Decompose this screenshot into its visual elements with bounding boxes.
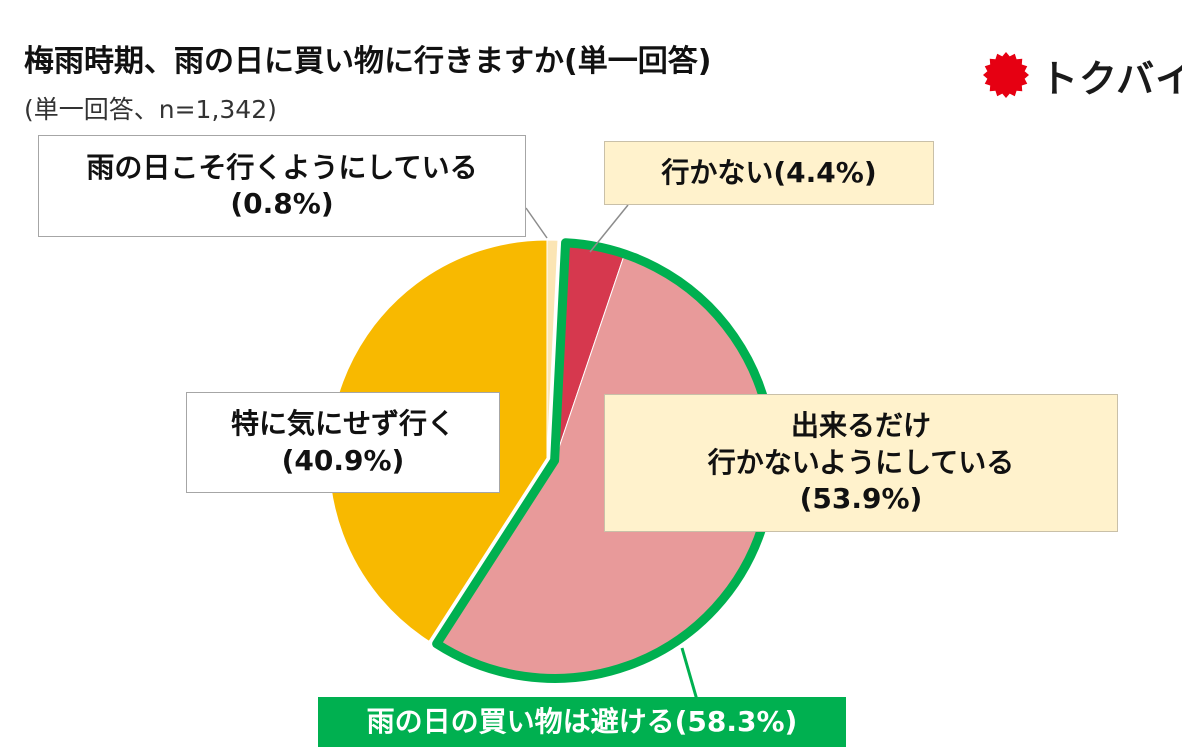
red-sun-badge-icon (983, 52, 1029, 98)
tokubai-logo: トクバイ (982, 50, 1182, 101)
chart-subtitle: (単一回答、n=1,342) (24, 95, 277, 124)
chart-title: 梅雨時期、雨の日に買い物に行きますか(単一回答) (24, 44, 712, 79)
leader-line-avoid-group (680, 647, 699, 701)
label-go-regardless: 特に気にせず行く (40.9%) (186, 392, 500, 493)
label-avoid-if-possible-line1: 出来るだけ (790, 409, 931, 443)
leader-line-rainy-day-go (525, 207, 548, 239)
label-rainy-day-go-line1: 雨の日こそ行くようにしている (86, 150, 478, 184)
label-do-not-go: 行かない(4.4%) (604, 141, 934, 205)
logo-text: トクバイ (1040, 56, 1182, 101)
label-avoid-group: 雨の日の買い物は避ける(58.3%) (318, 697, 846, 747)
label-rainy-day-go: 雨の日こそ行くようにしている (0.8%) (38, 135, 526, 237)
label-avoid-if-possible-line2: 行かないようにしている (707, 445, 1015, 479)
label-avoid-if-possible-line3: (53.9%) (799, 482, 923, 516)
label-rainy-day-go-line2: (0.8%) (230, 187, 334, 220)
label-go-regardless-line2: (40.9%) (281, 443, 405, 477)
label-avoid-if-possible: 出来るだけ 行かないようにしている (53.9%) (604, 394, 1118, 532)
label-avoid-group-text: 雨の日の買い物は避ける(58.3%) (366, 704, 798, 738)
label-go-regardless-line1: 特に気にせず行く (230, 407, 455, 441)
leader-line-do-not-go (589, 204, 629, 253)
label-do-not-go-line1: 行かない(4.4%) (661, 155, 877, 189)
